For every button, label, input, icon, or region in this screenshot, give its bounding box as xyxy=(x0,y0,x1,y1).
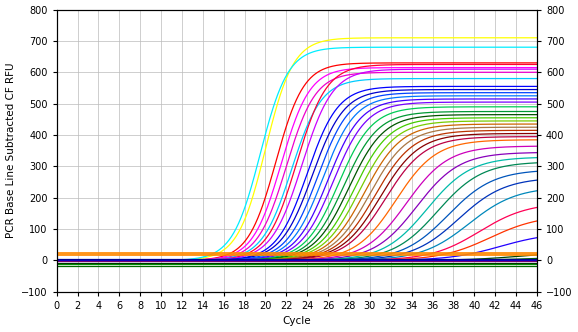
Y-axis label: PCR Base Line Subtracted CF RFU: PCR Base Line Subtracted CF RFU xyxy=(6,63,16,238)
X-axis label: Cycle: Cycle xyxy=(283,316,311,326)
